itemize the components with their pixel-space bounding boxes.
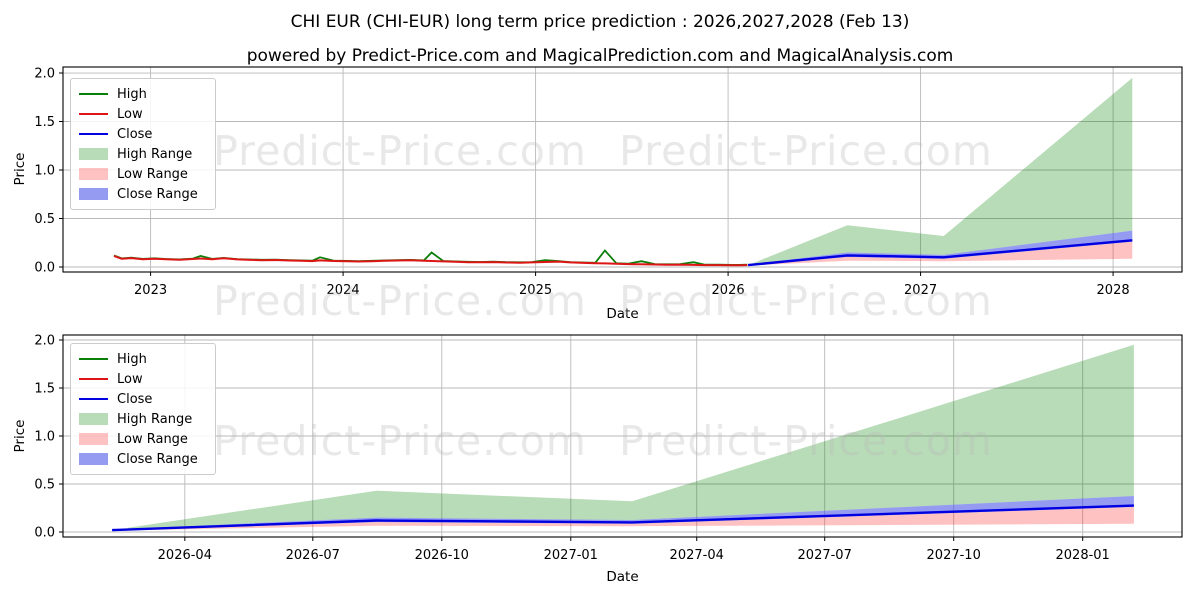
y-tick-label: 1.0	[34, 164, 55, 179]
y-tick-label: 0.0	[34, 261, 55, 276]
legend-item-label: High Range	[117, 411, 193, 427]
axes-spines	[62, 66, 1183, 273]
legend-item-close-range: Close Range	[79, 449, 207, 469]
legend-patch-swatch	[79, 148, 108, 160]
legend-item-label: Close Range	[117, 186, 198, 202]
x-tick-label: 2026-04	[158, 548, 212, 563]
x-tick-label: 2026	[712, 283, 745, 298]
legend-item-label: Low Range	[117, 166, 188, 182]
legend-box: High Low Close High Range Low Range Close Ran…	[70, 343, 216, 475]
high-range-area	[112, 344, 1134, 531]
legend-item-label: Low	[117, 371, 143, 387]
legend-item-close: Close	[79, 124, 207, 144]
x-tick-label: 2023	[134, 283, 167, 298]
legend-line-swatch	[79, 93, 108, 95]
legend-patch-swatch	[79, 433, 108, 445]
legend-item-close-range: Close Range	[79, 184, 207, 204]
legend-line-swatch	[79, 133, 108, 135]
x-tick-label: 2028	[1097, 283, 1130, 298]
legend-item-label: Close	[117, 126, 153, 142]
x-tick-label: 2024	[327, 283, 360, 298]
legend-item-high-range: High Range	[79, 409, 207, 429]
legend-item-low: Low	[79, 369, 207, 389]
y-tick-label: 1.0	[34, 430, 55, 445]
legend-patch-swatch	[79, 413, 108, 425]
legend-item-label: Close	[117, 391, 153, 407]
x-tick-label: 2027-07	[798, 548, 852, 563]
plot-background	[63, 67, 1182, 272]
y-tick-label: 2.0	[34, 333, 55, 348]
close-prediction-line	[747, 239, 1133, 267]
legend-item-label: Low	[117, 106, 143, 122]
legend-item-low-range: Low Range	[79, 164, 207, 184]
y-tick-label: 2.0	[34, 67, 55, 82]
y-axis-label: Price	[12, 420, 28, 453]
x-tick-label: 2026-07	[286, 548, 340, 563]
y-axis-label: Price	[12, 153, 28, 186]
legend-line-swatch	[79, 398, 108, 400]
x-tick-label: 2027-10	[927, 548, 981, 563]
legend-line-swatch	[79, 113, 108, 115]
y-tick-label: 0.0	[34, 526, 55, 541]
legend-line-swatch	[79, 358, 108, 360]
legend-item-low-range: Low Range	[79, 429, 207, 449]
y-tick-label: 1.5	[34, 115, 55, 130]
close-prediction-line	[112, 504, 1134, 532]
y-tick-label: 0.5	[34, 478, 55, 493]
y-tick-label: 0.5	[34, 212, 55, 227]
legend-item-label: Close Range	[117, 451, 198, 467]
legend-item-high-range: High Range	[79, 144, 207, 164]
legend-box: High Low Close High Range Low Range Close Ran…	[70, 78, 216, 210]
legend-item-high: High	[79, 349, 207, 369]
x-tick-label: 2026-10	[415, 548, 469, 563]
legend-item-label: High Range	[117, 146, 193, 162]
legend-item-label: High	[117, 86, 147, 102]
y-tick-label: 1.5	[34, 381, 55, 396]
low-range-area	[112, 507, 1134, 531]
low-history-line	[113, 254, 748, 267]
chart-subtitle: powered by Predict-Price.com and Magical…	[246, 46, 954, 66]
legend-line-swatch	[79, 378, 108, 380]
x-tick-label: 2028-01	[1056, 548, 1110, 563]
legend-item-label: High	[117, 351, 147, 367]
legend-item-low: Low	[79, 104, 207, 124]
x-tick-label: 2027	[904, 283, 937, 298]
legend-item-high: High	[79, 84, 207, 104]
chart-title: CHI EUR (CHI-EUR) long term price predic…	[290, 12, 910, 32]
legend-patch-swatch	[79, 188, 108, 200]
legend-item-label: Low Range	[117, 431, 188, 447]
x-tick-label: 2027-04	[670, 548, 724, 563]
legend-patch-swatch	[79, 168, 108, 180]
high-range-area	[748, 77, 1133, 266]
x-tick-label: 2027-01	[544, 548, 598, 563]
x-axis-label: Date	[606, 569, 638, 585]
legend-item-close: Close	[79, 389, 207, 409]
x-tick-label: 2025	[519, 283, 552, 298]
x-axis-label: Date	[606, 306, 638, 322]
low-range-area	[748, 241, 1133, 266]
legend-patch-swatch	[79, 453, 108, 465]
